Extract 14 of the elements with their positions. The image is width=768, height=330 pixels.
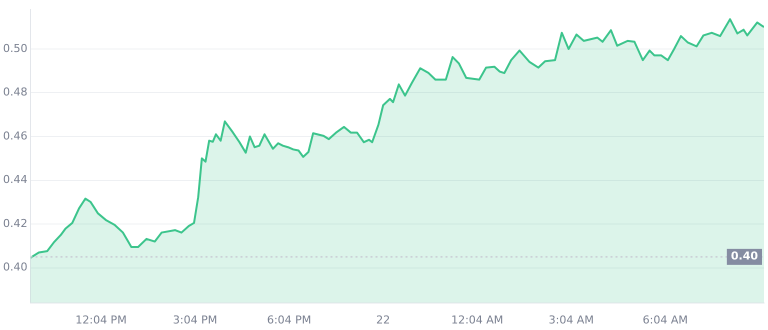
x-tick-label: 12:04 PM: [75, 313, 127, 326]
y-tick-label: 0.42: [2, 216, 28, 230]
x-tick-label: 6:04 PM: [266, 313, 312, 326]
ref-line-label: 0.40: [730, 250, 758, 263]
y-tick-label: 0.40: [2, 260, 28, 274]
x-tick-label: 3:04 PM: [172, 313, 218, 326]
y-tick-label: 0.46: [2, 129, 28, 142]
y-tick-label: 0.48: [2, 86, 28, 99]
y-tick-label: 0.50: [2, 42, 28, 55]
x-tick-label: 12:04 AM: [451, 313, 504, 326]
y-tick-label: 0.44: [2, 173, 28, 186]
x-tick-label: 6:04 AM: [642, 313, 688, 326]
x-tick-label: 22: [376, 313, 390, 326]
x-tick-label: 3:04 AM: [548, 313, 594, 326]
